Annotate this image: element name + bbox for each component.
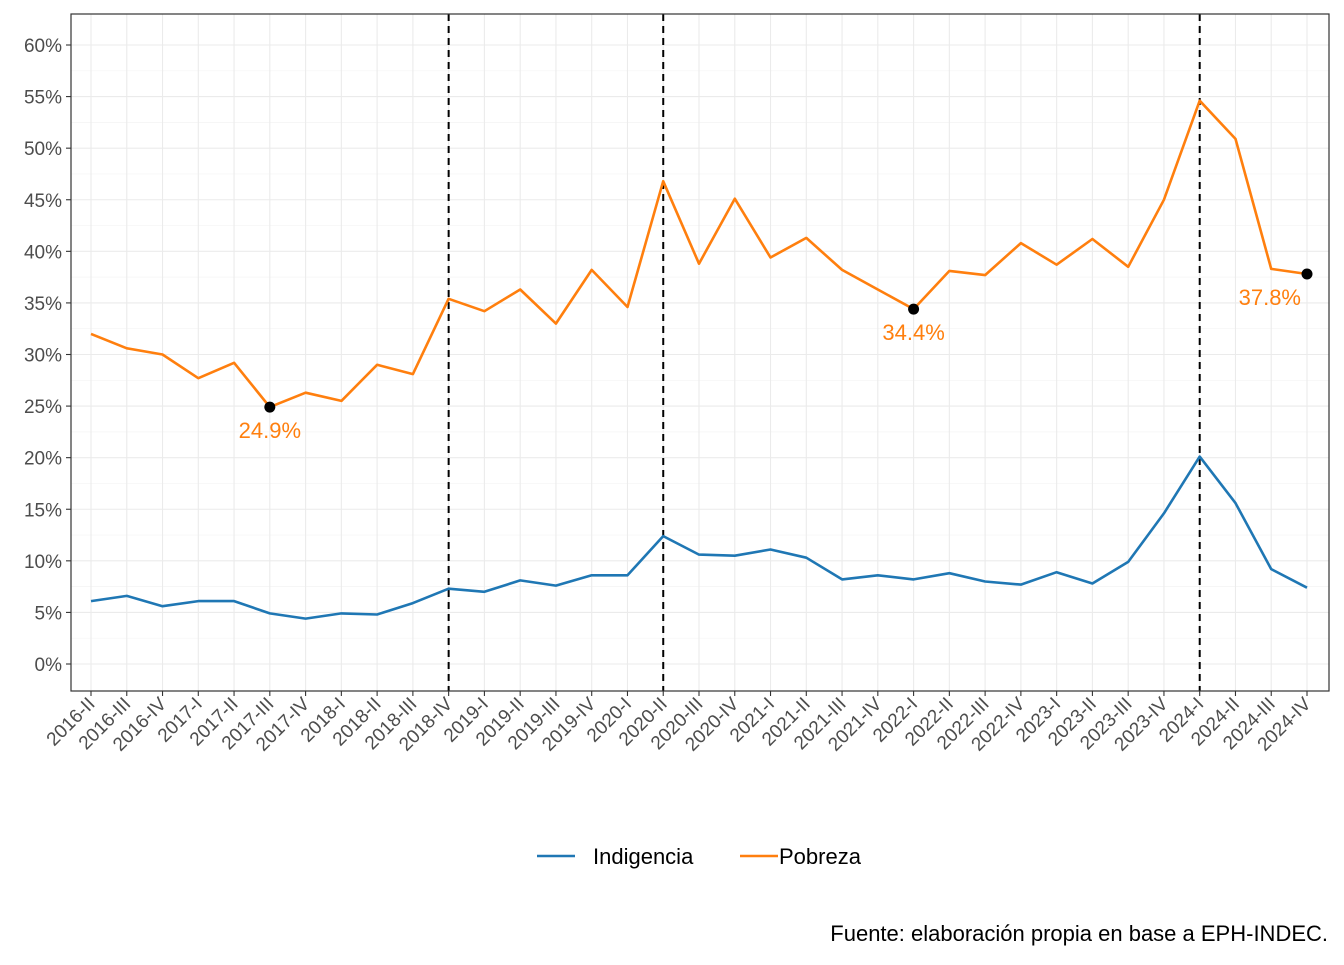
grid-lines xyxy=(71,14,1329,691)
reference-lines xyxy=(447,14,1201,691)
y-tick-label: 45% xyxy=(24,191,62,212)
y-tick-label: 30% xyxy=(24,346,62,367)
series-line-indigencia xyxy=(90,455,1308,620)
plot-panel-border xyxy=(70,13,1330,692)
highlight-markers: 24.9% 34.4% 37.8% xyxy=(239,268,1313,443)
x-axis: 2016-II2016-III2016-IV2017-I2017-II2017-… xyxy=(43,691,1316,756)
legend: Indigencia Pobreza xyxy=(537,844,862,869)
y-tick-label: 5% xyxy=(35,603,63,624)
highlight-point xyxy=(264,401,276,413)
series-lines xyxy=(90,99,1308,620)
y-axis: 0% 5% 10% 15% 20% 25% 30% 35% 40% 45% 50% 55% 60% xyxy=(24,36,71,676)
y-tick-label: 50% xyxy=(24,139,62,160)
y-tick-label: 0% xyxy=(35,655,63,676)
highlight-label: 34.4% xyxy=(882,320,944,345)
y-tick-label: 20% xyxy=(24,449,62,470)
y-tick-label: 55% xyxy=(24,88,62,109)
highlight-point xyxy=(1301,268,1313,280)
series-line-pobreza xyxy=(90,99,1308,409)
highlight-label: 24.9% xyxy=(239,418,301,443)
y-tick-label: 40% xyxy=(24,242,62,263)
y-tick-label: 10% xyxy=(24,552,62,573)
highlight-point xyxy=(908,303,920,315)
y-tick-label: 35% xyxy=(24,294,62,315)
legend-label-pobreza: Pobreza xyxy=(779,844,862,869)
highlight-label: 37.8% xyxy=(1239,285,1301,310)
chart-caption: Fuente: elaboración propia en base a EPH… xyxy=(830,921,1328,946)
y-tick-label: 15% xyxy=(24,500,62,521)
y-tick-label: 60% xyxy=(24,36,62,57)
y-tick-label: 25% xyxy=(24,397,62,418)
legend-label-indigencia: Indigencia xyxy=(593,844,694,869)
